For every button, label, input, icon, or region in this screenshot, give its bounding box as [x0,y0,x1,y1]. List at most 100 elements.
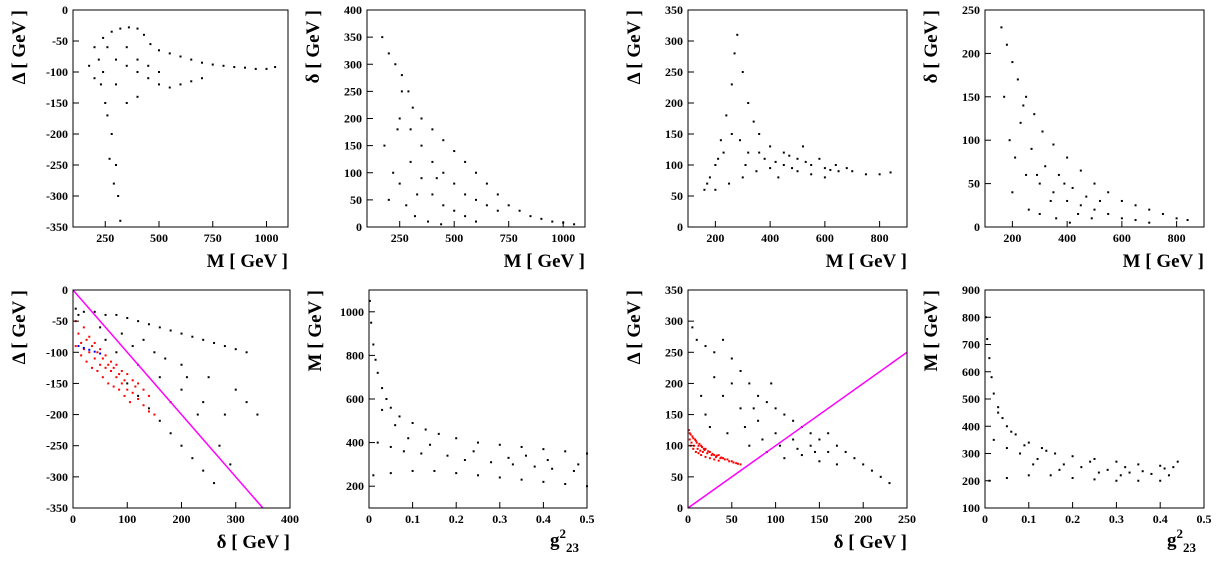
y-tick-label: 50 [671,189,683,203]
data-point [757,394,760,397]
data-point [722,151,725,154]
data-point [507,204,510,207]
data-point [835,463,838,466]
data-point [1036,173,1039,176]
data-point [115,376,118,379]
data-point [703,188,706,191]
x-tick-label: 200 [854,512,872,526]
data-point [93,310,96,313]
data-point [783,457,786,460]
data-point [411,469,414,472]
data-point [125,102,128,104]
data-point [829,168,832,171]
data-point [169,432,172,435]
y-tick-label: 600 [962,365,980,379]
y-tick-label: 200 [665,376,683,390]
data-point [744,164,747,166]
y-tick-label: 600 [346,392,364,406]
data-point [888,482,891,485]
data-point [540,217,543,220]
data-point [99,352,102,355]
data-point [104,313,107,316]
data-point [107,363,110,366]
data-point [708,450,711,453]
data-point [717,459,720,462]
data-point [213,482,216,485]
data-point [1041,130,1044,133]
y-tick-label: 150 [665,408,683,422]
data-point [1062,463,1065,466]
data-point [158,419,161,422]
data-point [115,313,118,316]
data-point [711,452,714,455]
data-point [889,171,892,174]
data-point [1090,217,1093,220]
y-tick-label: 800 [346,348,364,362]
data-point [520,478,523,481]
data-point [715,455,718,458]
data-point [791,167,794,170]
data-point [691,435,694,438]
data-point [739,463,742,466]
y-tick-label: 500 [962,392,980,406]
data-point [1008,139,1011,142]
data-point [757,419,760,422]
data-point [708,176,711,179]
data-point [107,382,110,385]
data-point [800,454,803,457]
data-point [368,299,371,302]
y-axis-label: Δ [ GeV ] [9,290,30,364]
data-point [102,36,105,39]
data-point [1030,147,1033,150]
data-point [149,43,152,46]
x-tick-label: 100 [767,512,785,526]
data-point [202,469,205,472]
data-point [99,326,102,329]
data-point [77,345,80,348]
data-point [125,64,128,67]
data-point [190,80,193,83]
data-point [801,145,804,148]
data-point [710,454,713,457]
data-point [409,128,412,131]
data-point [834,164,837,166]
data-point [88,348,91,351]
data-point [733,52,736,55]
data-point [879,475,882,478]
data-point [1080,466,1083,469]
data-point [814,450,817,453]
y-tick-label: 50 [350,193,362,207]
data-point [700,454,703,457]
x-tick-label: 200 [706,231,724,245]
y-tick-label: 100 [962,133,980,147]
data-point [730,83,733,86]
data-point [1005,477,1008,480]
x-tick-label: 0.3 [1109,512,1124,526]
data-point [796,157,799,160]
x-axis-label: δ [ GeV ] [834,532,907,553]
data-point [131,345,134,348]
data-point [697,452,700,455]
data-point [126,317,129,320]
data-point [158,71,160,73]
data-point [736,33,739,36]
data-point [431,128,434,131]
data-point [429,443,432,446]
data-point [694,438,697,441]
data-point [752,120,755,123]
data-point [213,341,216,344]
x-tick-label: 0.5 [1197,512,1212,526]
data-point [1120,217,1123,220]
x-tick-label: 750 [204,231,222,245]
x-tick-label: 0.1 [405,512,420,526]
data-point [1054,452,1057,455]
data-point [134,385,137,388]
data-point [827,432,830,435]
data-point [717,454,720,457]
data-point [381,408,384,411]
data-point [202,338,205,341]
data-point [104,338,107,341]
data-point [158,376,161,379]
y-tick-label: 150 [665,127,683,141]
